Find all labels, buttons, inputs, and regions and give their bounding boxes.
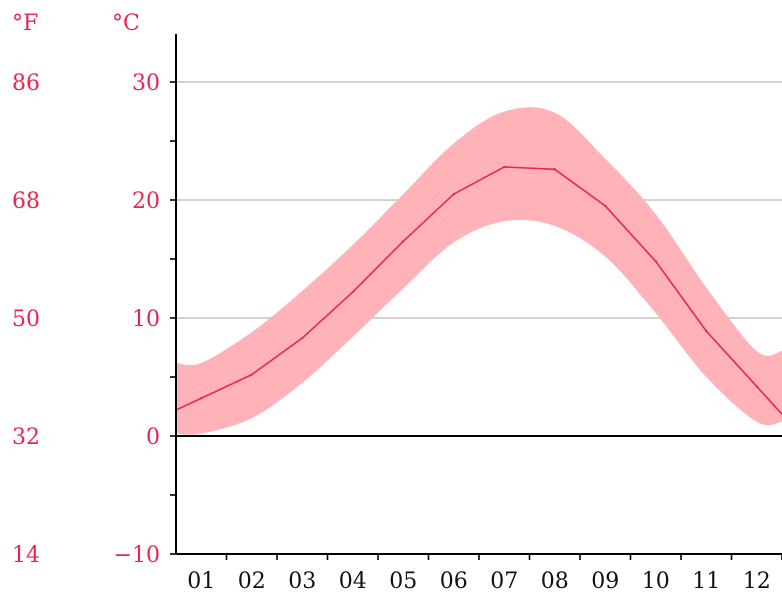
data-points xyxy=(200,165,758,400)
month-label: 06 xyxy=(440,569,468,594)
data-point xyxy=(351,290,354,294)
celsius-tick-label: 10 xyxy=(132,307,160,332)
celsius-unit-label: °C xyxy=(112,11,140,36)
celsius-tick-label: 30 xyxy=(132,71,160,96)
average-temperature-line xyxy=(175,166,782,415)
month-label: 07 xyxy=(490,569,518,594)
fahrenheit-tick-label: 50 xyxy=(12,307,40,332)
data-point xyxy=(301,336,304,340)
data-point xyxy=(654,260,657,263)
celsius-tick-label: 0 xyxy=(146,425,160,450)
month-label: 01 xyxy=(187,569,215,594)
data-point xyxy=(402,240,405,243)
fahrenheit-tick-label: 14 xyxy=(12,543,40,568)
data-point xyxy=(604,204,607,208)
y-axis-ticks xyxy=(170,81,176,555)
month-label: 02 xyxy=(238,569,266,594)
data-point xyxy=(200,397,203,400)
month-label: 03 xyxy=(288,569,316,594)
month-label: 10 xyxy=(642,569,670,594)
y-axis-labels: 30 86 20 68 10 50 0 32 −10 14 xyxy=(12,71,160,568)
month-label: 08 xyxy=(541,569,569,594)
month-label: 09 xyxy=(591,569,619,594)
month-label: 04 xyxy=(339,569,367,594)
data-point xyxy=(452,192,455,196)
data-point xyxy=(250,373,253,376)
x-axis-ticks xyxy=(225,554,782,560)
month-label: 05 xyxy=(389,569,417,594)
data-point xyxy=(503,165,506,169)
fahrenheit-tick-label: 86 xyxy=(12,71,40,96)
celsius-tick-label: −10 xyxy=(114,543,160,568)
data-point xyxy=(755,385,758,388)
temperature-range-band xyxy=(176,107,782,435)
month-label: 12 xyxy=(743,569,771,594)
data-point xyxy=(553,168,556,171)
month-label: 11 xyxy=(692,569,720,594)
x-axis-labels: 01 02 03 04 05 06 07 08 09 10 11 12 xyxy=(187,569,771,594)
fahrenheit-tick-label: 68 xyxy=(12,189,40,214)
fahrenheit-tick-label: 32 xyxy=(12,425,40,450)
celsius-tick-label: 20 xyxy=(132,189,160,214)
data-point xyxy=(705,329,708,333)
fahrenheit-unit-label: °F xyxy=(12,11,38,36)
